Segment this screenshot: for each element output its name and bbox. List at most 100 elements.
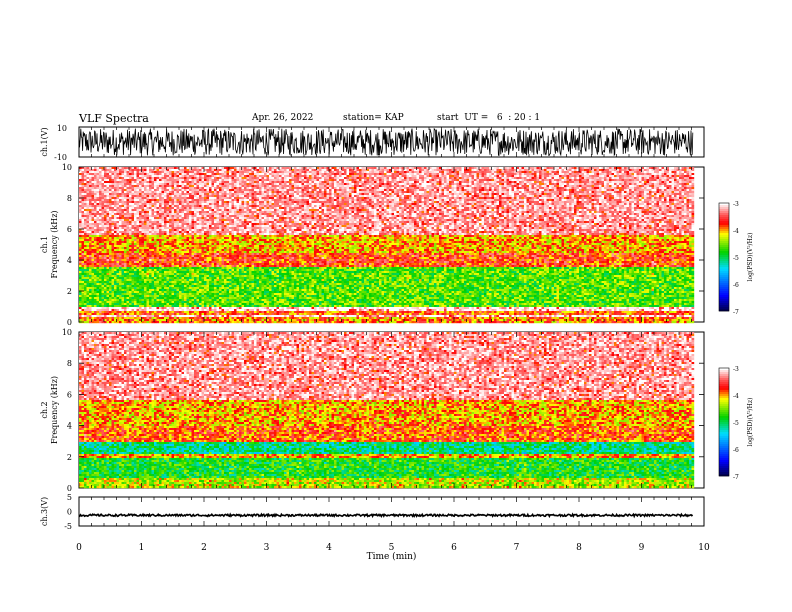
xtick-label: 0	[76, 543, 82, 553]
ch1-colorbar-segment	[719, 223, 729, 225]
ch1-colorbar-segment	[719, 293, 729, 295]
xtick-label: 3	[264, 543, 270, 553]
x-axis-label: Time (min)	[367, 551, 417, 562]
ch2-colorbar-segment	[719, 438, 729, 440]
ch2-colorbar-segment	[719, 416, 729, 418]
ch1-colorbar-segment	[719, 245, 729, 247]
ch1-colorbar-segment	[719, 265, 729, 267]
ch2-colorbar-segment	[719, 458, 729, 460]
ch2-colorbar-segment	[719, 380, 729, 382]
ch1-ytick-label: 10	[57, 124, 67, 133]
ch1-colorbar-segment	[719, 279, 729, 281]
ch1-colorbar-segment	[719, 281, 729, 283]
ch1-frequency-label: Frequency (kHz)	[50, 210, 59, 278]
ch2-ytick-label: 4	[67, 422, 72, 431]
xtick-label: 6	[451, 543, 457, 553]
ch1-colorbar-segment	[719, 299, 729, 301]
ch2-colorbar-segment	[719, 428, 729, 430]
ch1-colorbar-segment	[719, 249, 729, 251]
ch3-ytick-label: 0	[67, 508, 72, 517]
ch2-colorbar-segment	[719, 440, 729, 442]
ch2-colorbar-segment	[719, 384, 729, 386]
ch2-colorbar-segment	[719, 462, 729, 464]
ch1-colorbar-segment	[719, 291, 729, 293]
ch1-colorbar-segment	[719, 307, 729, 309]
ch2-colorbar-segment	[719, 436, 729, 438]
ch1-colorbar-segment	[719, 213, 729, 215]
ch2-colorbar-segment	[719, 414, 729, 416]
ch2-colorbar-segment	[719, 460, 729, 462]
ch2-colorbar-segment	[719, 418, 729, 420]
ch2-colorbar-segment	[719, 386, 729, 388]
ch2-colorbar-segment	[719, 464, 729, 466]
ch2-colorbar-segment	[719, 432, 729, 434]
ch2-colorbar-segment	[719, 422, 729, 424]
ch2-colorbar-segment	[719, 396, 729, 398]
ch1-ytick-label: 2	[67, 287, 72, 296]
ch2-colorbar-tick-label: -3	[733, 366, 739, 373]
ch1-colorbar-segment	[719, 219, 729, 221]
ch1-colorbar-segment	[719, 261, 729, 263]
ch2-colorbar-segment	[719, 398, 729, 400]
xtick-label: 4	[326, 543, 332, 553]
ch2-spectrogram-cells	[79, 332, 694, 488]
ch2-colorbar-segment	[719, 456, 729, 458]
ch1-colorbar-segment	[719, 205, 729, 207]
ch1-colorbar-segment	[719, 305, 729, 307]
ch2-colorbar-segment	[719, 368, 729, 370]
ch1-colorbar-segment	[719, 215, 729, 217]
ch2-colorbar-segment	[719, 410, 729, 412]
ch1-colorbar-segment	[719, 289, 729, 291]
ch3-ytick-label: -5	[64, 522, 72, 531]
vlf-spectra-figure: 10-10ch.1(V)0246810ch.1 Frequency (kHz)-3…	[0, 0, 792, 612]
ch1-colorbar-segment	[719, 303, 729, 305]
xtick-label: 8	[576, 543, 582, 553]
ch1-colorbar-tick-label: -4	[733, 228, 739, 235]
ch2-colorbar-segment	[719, 372, 729, 374]
ch1-colorbar-segment	[719, 267, 729, 269]
ch2-colorbar-segment	[719, 442, 729, 444]
ch1-colorbar-segment	[719, 247, 729, 249]
ch1-colorbar-segment	[719, 231, 729, 233]
ch1-colorbar-segment	[719, 275, 729, 277]
ch1-waveform-ylabel: ch.1(V)	[40, 127, 49, 156]
ch1-colorbar-label: log(PSD)(V²/Hz)	[747, 233, 754, 282]
ch2-colorbar-segment	[719, 394, 729, 396]
ch2-colorbar-segment	[719, 450, 729, 452]
ch1-ytick-label: -10	[54, 153, 67, 162]
ch2-ytick-label: 10	[62, 328, 72, 337]
ch2-colorbar-segment	[719, 446, 729, 448]
ch2-colorbar-segment	[719, 426, 729, 428]
ch2-frequency-label: Frequency (kHz)	[50, 376, 59, 444]
ch1-colorbar-segment	[719, 243, 729, 245]
ch1-colorbar-tick-label: -6	[733, 282, 739, 289]
ch2-channel-label: ch.2	[40, 401, 49, 418]
ch1-colorbar-segment	[719, 225, 729, 227]
ch2-colorbar-segment	[719, 370, 729, 372]
ch2-colorbar-segment	[719, 404, 729, 406]
ch2-ytick-label: 6	[67, 390, 72, 399]
ch3-waveform-series	[79, 514, 693, 516]
ch2-ytick-label: 8	[67, 359, 72, 368]
ch1-colorbar-segment	[719, 229, 729, 231]
ch2-colorbar-tick-label: -6	[733, 447, 739, 454]
ch1-ytick-label: 10	[62, 163, 72, 172]
ch1-waveform-series	[79, 129, 693, 156]
ch1-colorbar-tick-label: -7	[733, 309, 739, 316]
ch1-colorbar-segment	[719, 255, 729, 257]
ch2-colorbar-segment	[719, 382, 729, 384]
ch2-colorbar-segment	[719, 374, 729, 376]
ch2-ytick-label: 2	[67, 453, 72, 462]
ch1-colorbar-segment	[719, 239, 729, 241]
xtick-label: 1	[139, 543, 145, 553]
ch2-colorbar-segment	[719, 406, 729, 408]
ch1-ytick-label: 4	[67, 256, 72, 265]
ch2-colorbar-segment	[719, 444, 729, 446]
ch2-colorbar-tick-label: -7	[733, 474, 739, 481]
ch1-colorbar-segment	[719, 237, 729, 239]
ch2-colorbar-segment	[719, 448, 729, 450]
ch2-colorbar-segment	[719, 378, 729, 380]
ch1-colorbar-segment	[719, 217, 729, 219]
ch1-colorbar-segment	[719, 257, 729, 259]
ch2-colorbar-segment	[719, 390, 729, 392]
